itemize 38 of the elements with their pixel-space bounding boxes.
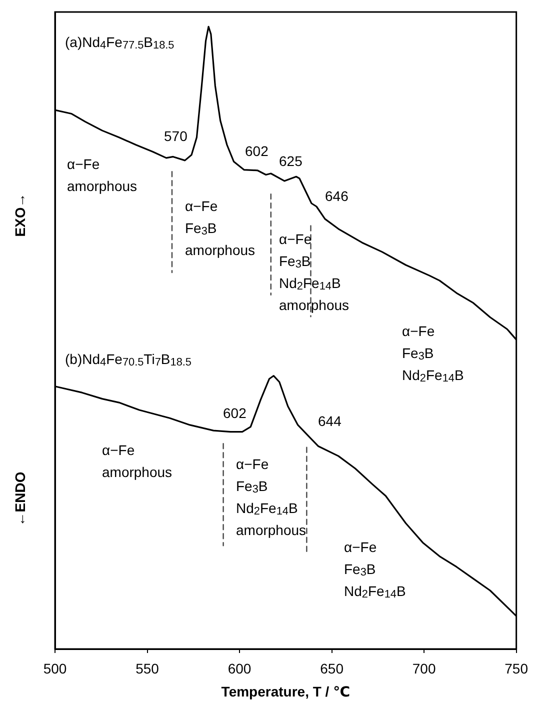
annotation: α−Fe	[185, 197, 218, 215]
annotation: Fe$_{3}$B	[236, 477, 268, 496]
annotation: α−Fe	[279, 230, 312, 248]
annotation: 644	[318, 412, 342, 430]
annotation: α−Fe	[402, 322, 435, 340]
annotation: 602	[245, 142, 268, 160]
annotation: (b)Nd$_{4}$Fe$_{70.5}$Ti$_{7}$B$_{18.5}$	[65, 350, 192, 369]
annotation: 625	[279, 152, 302, 170]
annotation: amorphous	[236, 521, 306, 539]
annotation: 602	[223, 404, 246, 422]
x-tick-label: 650	[320, 660, 344, 676]
annotation: Fe$_{3}$B	[279, 252, 311, 271]
x-tick-label: 750	[504, 660, 528, 676]
annotation: (a)Nd$_{4}$Fe$_{77.5}$B$_{18.5}$	[65, 33, 174, 52]
annotation: amorphous	[185, 241, 256, 259]
annotation: α−Fe	[344, 538, 377, 556]
x-tick-label: 550	[136, 660, 160, 676]
annotation: α−Fe	[102, 441, 135, 459]
text: EXO→	[12, 193, 28, 237]
annotation: amorphous	[67, 177, 138, 195]
annotation: 646	[325, 187, 348, 205]
annotation: Nd$_{2}$Fe$_{14}$B	[344, 582, 406, 601]
annotation: Fe$_{3}$B	[402, 344, 434, 363]
annotation: amorphous	[279, 296, 350, 314]
text: ←ENDO	[12, 472, 28, 526]
x-tick-label: 500	[43, 660, 67, 676]
annotation: α−Fe	[67, 155, 100, 173]
x-tick-label: 600	[228, 660, 252, 676]
annotation: Fe$_{3}$B	[185, 219, 217, 238]
annotation: Nd$_{2}$Fe$_{14}$B	[236, 499, 298, 518]
x-axis-title: Temperature, T / ℃	[221, 683, 350, 700]
annotation: Nd$_{2}$Fe$_{14}$B	[402, 366, 464, 385]
annotation: amorphous	[102, 463, 172, 481]
annotation: Fe$_{3}$B	[344, 560, 376, 579]
annotation: α−Fe	[236, 455, 269, 473]
x-tick-label: 700	[412, 660, 436, 676]
annotation: Nd$_{2}$Fe$_{14}$B	[279, 274, 341, 293]
annotation: 570	[164, 127, 188, 145]
